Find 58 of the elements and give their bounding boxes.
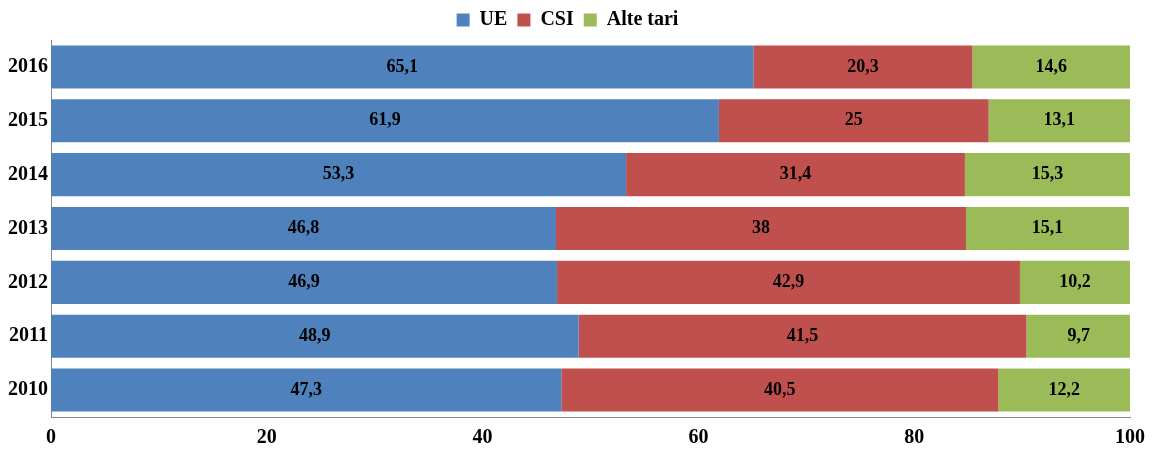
data-label: 46,9 (288, 271, 320, 292)
data-label: 53,3 (322, 163, 355, 184)
bar (965, 206, 1129, 251)
bar (561, 368, 999, 412)
bar (1026, 314, 1130, 358)
bar (753, 45, 973, 89)
bar (1019, 260, 1130, 304)
bar (998, 368, 1130, 412)
data-label: 15,3 (1031, 163, 1064, 184)
bar (718, 99, 989, 143)
data-label: 15,1 (1031, 217, 1064, 238)
data-label: 13,1 (1043, 109, 1076, 130)
bar (557, 260, 1020, 304)
x-tick-label: 20 (256, 425, 277, 448)
y-tick-label: 2010 (8, 377, 48, 400)
bar (51, 368, 562, 412)
y-tick-label: 2016 (8, 54, 48, 77)
bar (51, 314, 579, 358)
bar (555, 206, 966, 251)
bar (51, 206, 556, 251)
bar (51, 45, 754, 89)
data-label: 40,5 (764, 378, 796, 399)
data-label: 47,3 (290, 378, 322, 399)
data-label: 10,2 (1059, 271, 1091, 292)
bar (626, 153, 965, 197)
data-label: 12,2 (1048, 378, 1080, 399)
y-tick-label: 2011 (9, 323, 48, 346)
data-label: 14,6 (1035, 55, 1067, 76)
bar (51, 99, 719, 143)
data-label: 61,9 (369, 109, 401, 130)
data-label: 48,9 (299, 324, 331, 345)
y-tick-label: 2013 (8, 215, 48, 238)
bar (51, 153, 627, 197)
bar (578, 314, 1027, 358)
y-tick-label: 2014 (8, 161, 48, 184)
data-label: 38 (751, 217, 770, 238)
data-label: 25 (844, 109, 863, 130)
x-tick-label: 80 (904, 425, 925, 448)
data-label: 9,7 (1067, 324, 1090, 345)
data-label: 65,1 (386, 55, 418, 76)
bar (988, 99, 1130, 143)
bar (964, 153, 1130, 197)
bar (51, 260, 558, 304)
legend-label: CSI (540, 7, 574, 30)
x-tick-label: 100 (1115, 425, 1145, 448)
data-label: 41,5 (786, 324, 819, 345)
x-tick-label: 60 (688, 425, 709, 448)
y-tick-label: 2012 (8, 269, 48, 292)
y-tick-label: 2015 (8, 107, 48, 130)
x-tick-label: 40 (472, 425, 493, 448)
data-label: 46,8 (287, 217, 320, 238)
legend-label: Alte tari (606, 7, 679, 30)
data-label: 20,3 (847, 55, 879, 76)
x-tick-label: 0 (46, 425, 56, 448)
bar (972, 45, 1130, 89)
legend-label: UE (479, 7, 508, 30)
data-label: 42,9 (772, 271, 805, 292)
data-label: 31,4 (779, 163, 812, 184)
